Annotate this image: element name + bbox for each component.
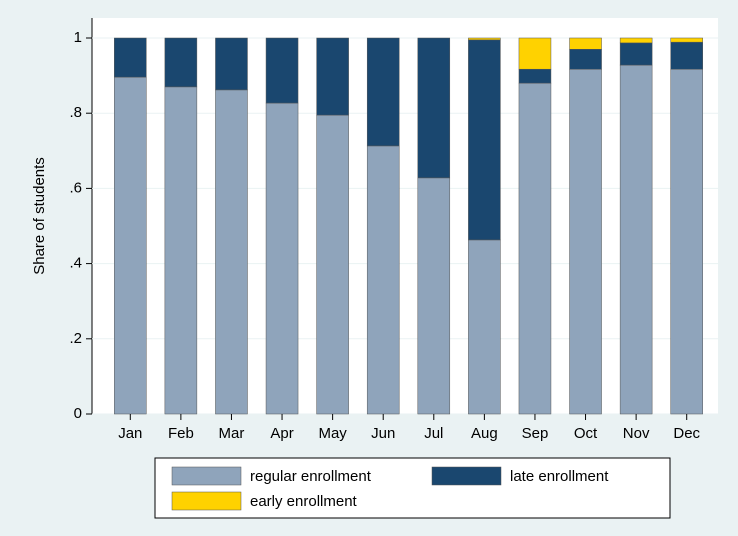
bar-segment: [265, 102, 299, 415]
y-tick-label: 0: [74, 405, 82, 422]
x-tick-label: Nov: [623, 425, 650, 442]
y-axis-label: Share of students: [31, 157, 48, 275]
bar-segment: [114, 37, 147, 78]
bar-segment: [164, 86, 198, 415]
bar-segment: [366, 145, 400, 415]
x-tick-label: Jan: [118, 425, 142, 442]
y-tick-label: .2: [69, 330, 82, 347]
x-tick-label: Jun: [371, 425, 395, 442]
y-tick-label: 1: [74, 29, 82, 46]
bar-segment: [164, 37, 198, 88]
legend-label: late enrollment: [510, 468, 609, 485]
bar-segment: [569, 37, 602, 50]
x-tick-label: Dec: [673, 425, 700, 442]
bar-segment: [518, 68, 552, 84]
bar-segment: [619, 64, 653, 415]
x-tick-label: Mar: [219, 425, 245, 442]
x-tick-label: Feb: [168, 425, 194, 442]
bar-segment: [114, 76, 147, 415]
bar-segment: [417, 177, 451, 415]
bar-segment: [366, 37, 400, 147]
legend-label: regular enrollment: [250, 468, 372, 485]
bar-segment: [468, 239, 501, 415]
bar-segment: [518, 37, 552, 70]
y-tick-label: .4: [69, 255, 82, 272]
bar-segment: [417, 37, 451, 179]
x-tick-label: May: [318, 425, 347, 442]
bar-segment: [569, 49, 602, 70]
x-tick-label: Jul: [424, 425, 443, 442]
legend-swatch: [171, 491, 242, 511]
x-tick-label: Apr: [270, 425, 293, 442]
x-tick-label: Aug: [471, 425, 498, 442]
y-tick-label: .6: [69, 179, 82, 196]
bar-segment: [265, 37, 299, 104]
bar-segment: [619, 37, 653, 44]
x-tick-label: Sep: [522, 425, 549, 442]
bar-segment: [316, 114, 349, 415]
bar-segment: [215, 37, 248, 91]
legend-swatch: [171, 466, 242, 486]
bar-segment: [518, 82, 552, 415]
legend-swatch: [431, 466, 502, 486]
bar-segment: [316, 37, 349, 116]
y-tick-label: .8: [69, 104, 82, 121]
legend-label: early enrollment: [250, 493, 358, 510]
bar-segment: [569, 68, 602, 415]
bar-segment: [468, 37, 501, 41]
bar-segment: [215, 89, 248, 415]
bar-segment: [670, 37, 703, 43]
bar-segment: [619, 42, 653, 66]
bar-segment: [468, 39, 501, 241]
x-tick-label: Oct: [574, 425, 598, 442]
bar-segment: [670, 68, 703, 415]
bar-segment: [670, 41, 703, 70]
